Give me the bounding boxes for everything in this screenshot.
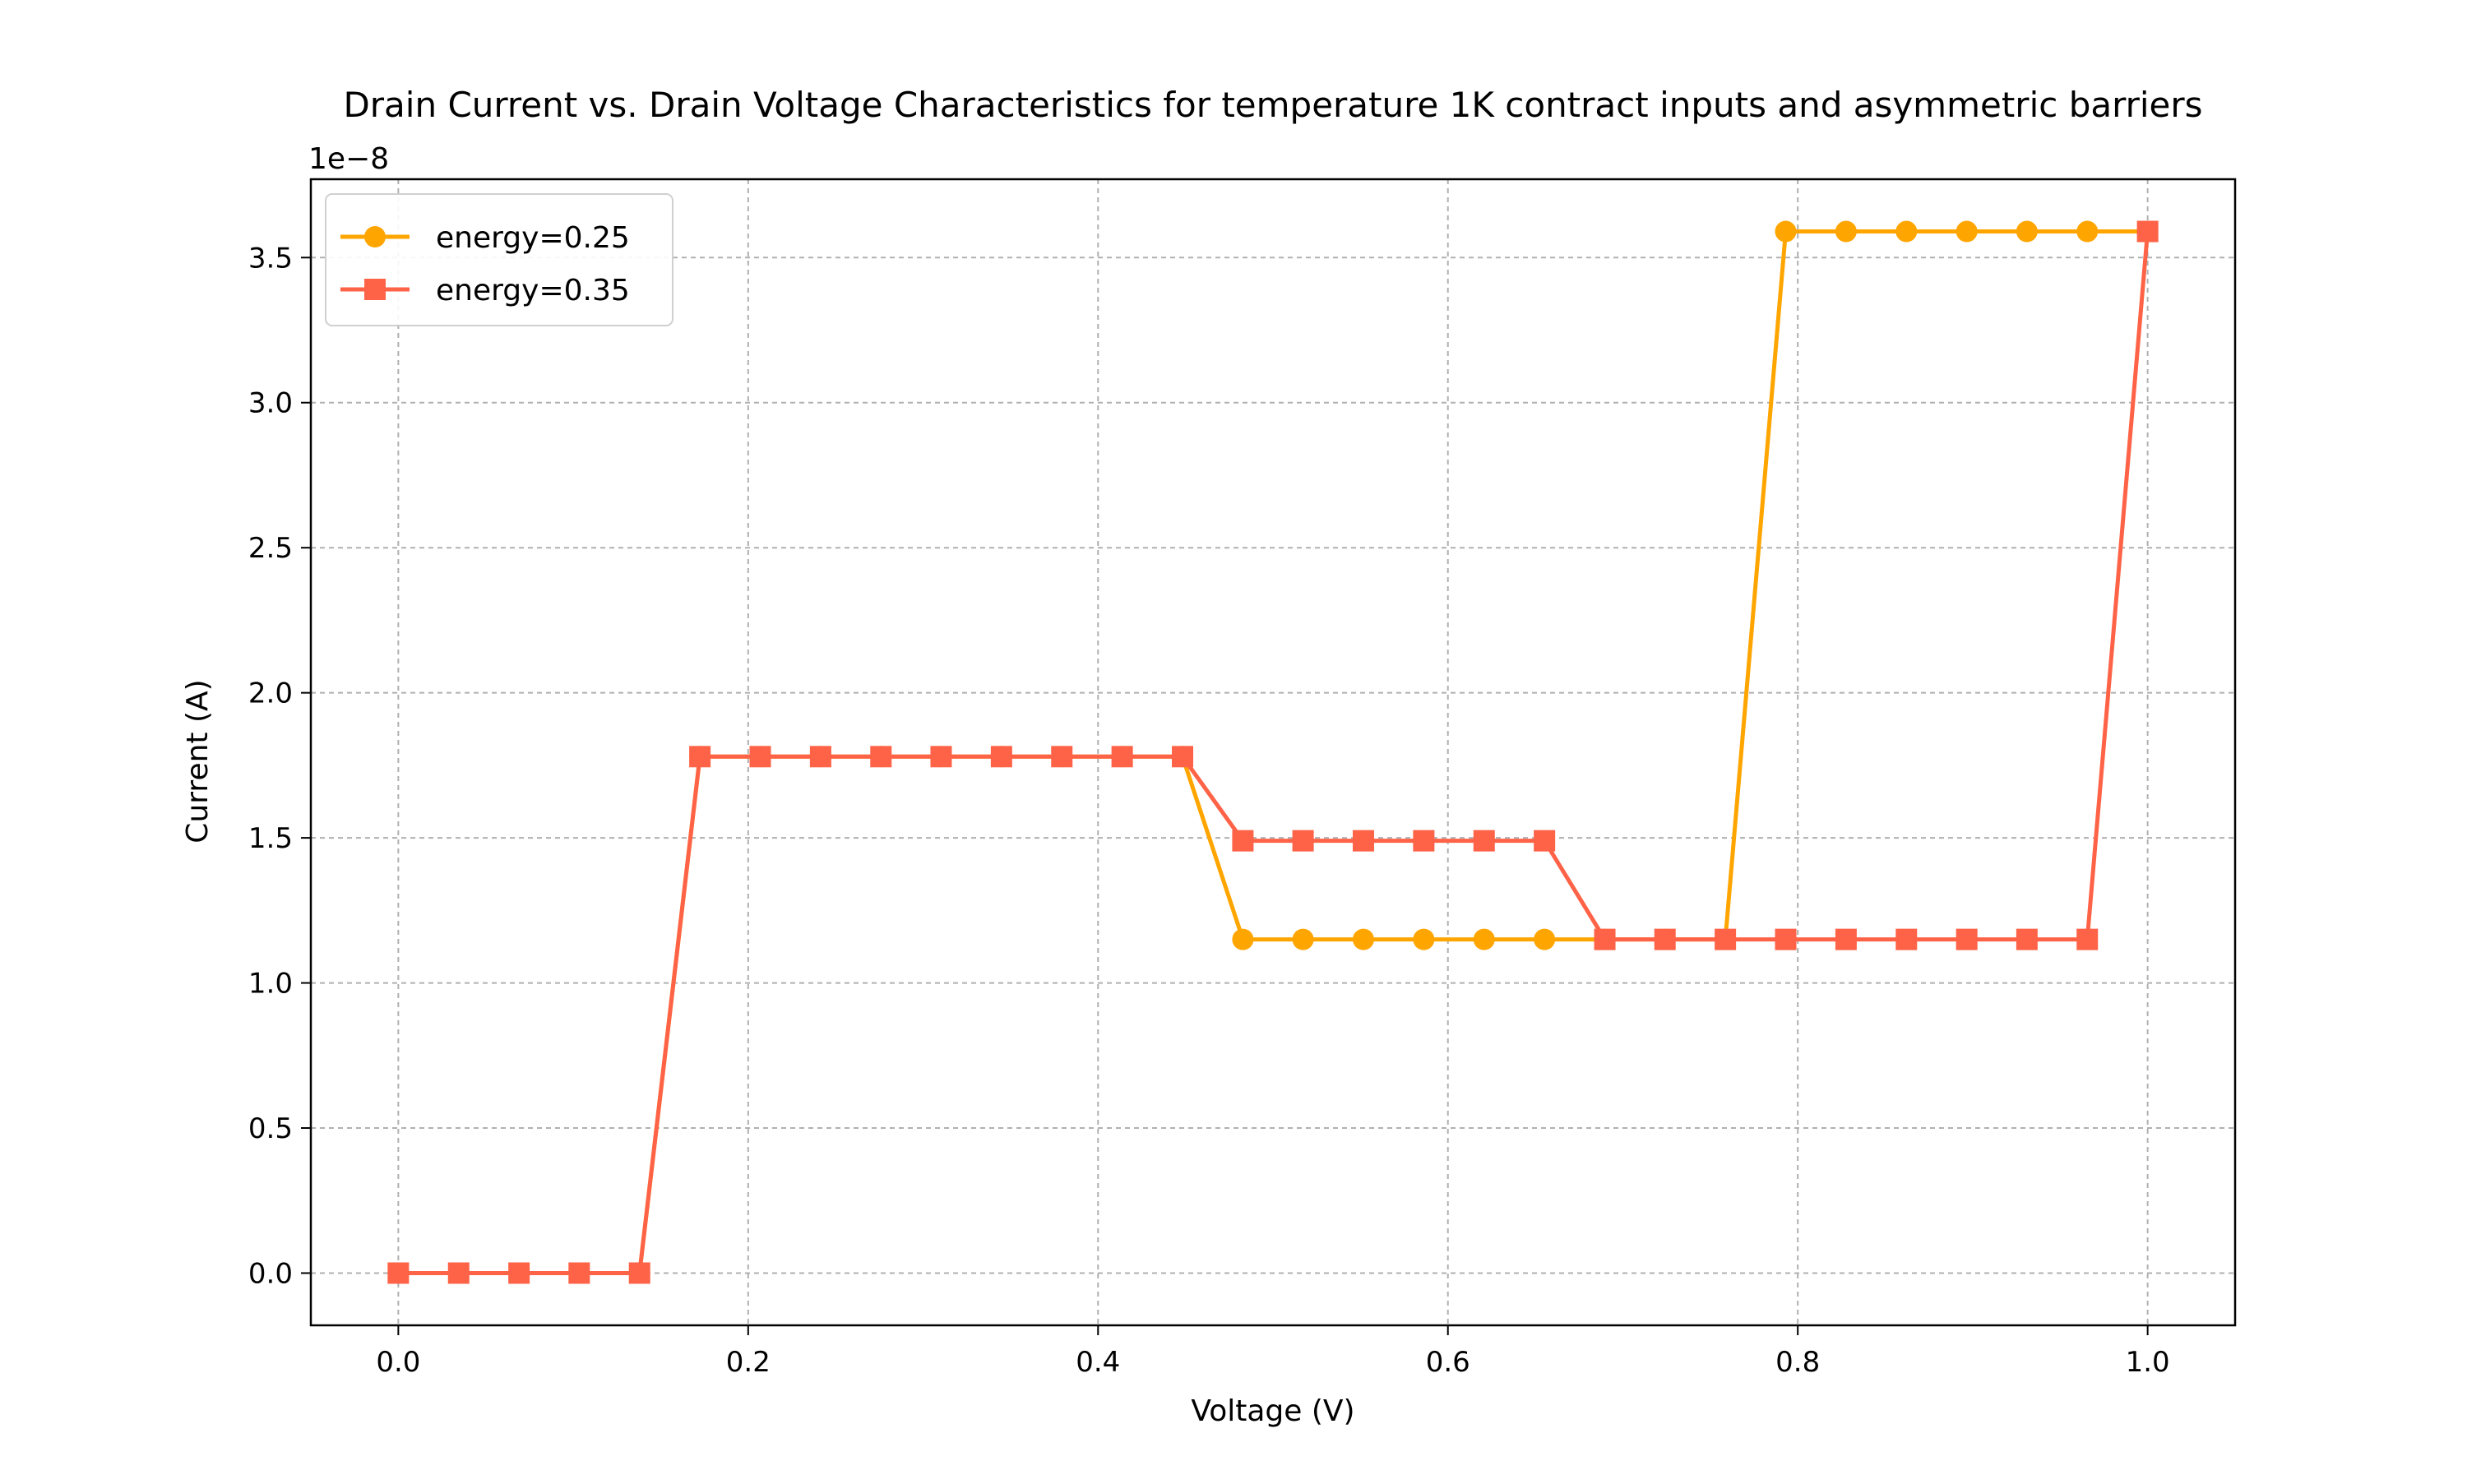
data-point (1111, 746, 1133, 768)
data-point (1715, 928, 1737, 950)
data-point (1534, 928, 1556, 950)
data-point (1775, 928, 1797, 950)
y-tick-label: 2.5 (248, 532, 293, 565)
data-point (1956, 220, 1978, 243)
data-point (1775, 220, 1797, 243)
x-axis-ticks: 0.0 0.2 0.4 0.6 0.8 1.0 (376, 1325, 2170, 1379)
data-point (2016, 220, 2038, 243)
data-point (1895, 220, 1918, 243)
x-tick-label: 0.4 (1076, 1346, 1120, 1379)
legend-marker (364, 279, 386, 300)
data-point (1534, 830, 1556, 852)
y-axis-label: Current (A) (181, 679, 215, 843)
legend-frame (325, 193, 673, 326)
x-tick-label: 0.0 (376, 1346, 420, 1379)
x-tick-label: 0.2 (726, 1346, 771, 1379)
series-2 (387, 220, 2159, 1284)
x-axis-label: Voltage (V) (1191, 1394, 1354, 1428)
y-tick-label: 3.5 (248, 242, 293, 275)
data-point (1835, 220, 1857, 243)
series-1 (387, 220, 2159, 1284)
data-point (568, 1262, 590, 1284)
data-point (749, 746, 771, 768)
y-tick-label: 1.0 (248, 968, 293, 1001)
data-point (870, 746, 892, 768)
data-point (1232, 830, 1254, 852)
data-point (2076, 928, 2099, 950)
data-point (1413, 830, 1435, 852)
legend-label: energy=0.35 (436, 274, 630, 307)
plot-frame (309, 178, 2237, 1327)
legend-entry: energy=0.35 (340, 274, 630, 307)
y-axis-offset-label: 1e−8 (308, 142, 389, 176)
data-point (1352, 928, 1374, 950)
grid (311, 179, 2235, 1325)
data-point (1172, 746, 1194, 768)
series-line (398, 231, 2150, 1275)
data-point (447, 1262, 470, 1284)
data-point (1956, 928, 1978, 950)
data-point (1413, 928, 1435, 950)
data-point (1835, 928, 1857, 950)
data-point (990, 746, 1012, 768)
data-point (1051, 746, 1073, 768)
y-tick-label: 2.0 (248, 677, 293, 710)
data-point (1292, 830, 1314, 852)
data-point (1292, 928, 1314, 950)
y-tick-label: 0.0 (248, 1257, 293, 1290)
data-point (930, 746, 952, 768)
chart-title: Drain Current vs. Drain Voltage Characte… (343, 85, 2202, 125)
data-point (1232, 928, 1254, 950)
data-point (809, 746, 831, 768)
x-tick-label: 0.8 (1775, 1346, 1820, 1379)
y-axis-ticks: 0.0 0.5 1.0 1.5 2.0 2.5 3.0 3.5 (248, 242, 311, 1290)
data-point (387, 1262, 410, 1284)
legend-marker (364, 226, 386, 247)
data-point (689, 746, 711, 768)
data-point (628, 1262, 650, 1284)
y-tick-label: 1.5 (248, 822, 293, 855)
series-line (398, 229, 2148, 1275)
y-tick-label: 3.0 (248, 387, 293, 420)
data-point (508, 1262, 530, 1284)
x-tick-label: 0.6 (1426, 1346, 1470, 1379)
x-tick-label: 1.0 (2126, 1346, 2170, 1379)
legend: energy=0.25 energy=0.35 (325, 193, 673, 326)
legend-label: energy=0.25 (436, 221, 630, 255)
data-point (1594, 928, 1616, 950)
data-point (1473, 928, 1495, 950)
legend-entry: energy=0.25 (340, 221, 630, 255)
data-point (1895, 928, 1918, 950)
data-point (2136, 220, 2159, 243)
data-point (2076, 220, 2099, 243)
plot-series (387, 220, 2159, 1284)
y-tick-label: 0.5 (248, 1112, 293, 1145)
data-point (1654, 928, 1676, 950)
data-point (1473, 830, 1495, 852)
data-point (2016, 928, 2038, 950)
data-point (1352, 830, 1374, 852)
